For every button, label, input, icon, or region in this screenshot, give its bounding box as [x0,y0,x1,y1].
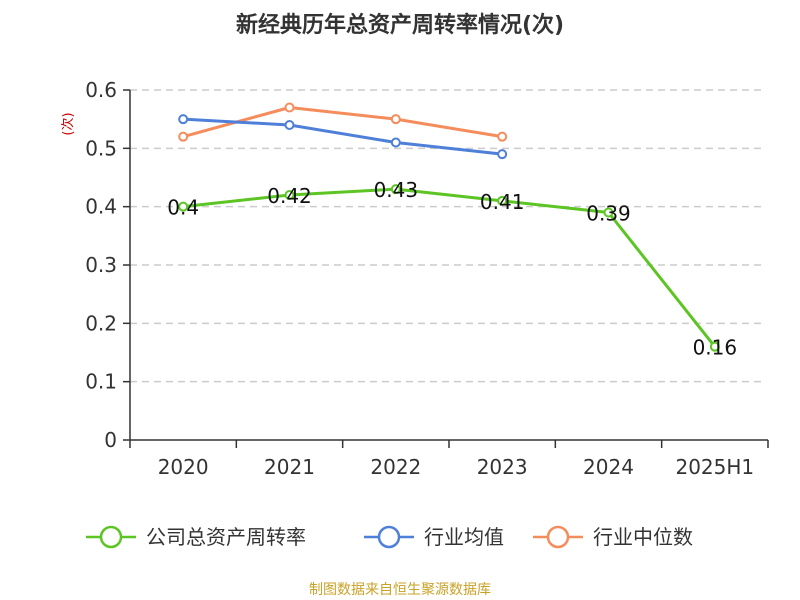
data-label: 0.43 [374,178,419,202]
data-point [497,195,508,206]
legend-item[interactable]: 公司总资产周转率 [86,525,306,549]
y-tick-label: 0.6 [85,78,117,102]
series-line [183,187,717,348]
data-point [284,120,295,130]
legend-marker [377,525,401,549]
data-label: 0.16 [693,336,738,360]
legend-item[interactable]: 行业中位数 [533,525,693,549]
x-tick-label: 2025H1 [675,455,754,479]
data-point [284,190,295,200]
series-lines [178,102,720,352]
data-point [390,114,401,125]
y-tick-label: 0.3 [85,253,117,277]
x-tick-label: 2021 [264,455,315,479]
legend-item[interactable]: 行业均值 [364,525,504,549]
data-point [497,149,508,160]
data-point [709,341,720,352]
series-1 [178,114,508,160]
x-tick-label: 2020 [158,455,209,479]
axes: 0 0.1 0.2 0.3 0.4 0.5 0.6 2020 2021 2022 2023 2024 2… [85,78,769,479]
y-tick-label: 0.5 [85,136,117,160]
chart-title: 新经典历年总资产周转率情况(次) [236,12,564,38]
data-point [390,137,401,148]
y-tick-label: 0 [104,428,117,452]
data-point [178,201,189,212]
x-tick-label: 2022 [370,455,421,479]
data-point [178,131,189,142]
grid-lines [130,89,762,383]
legend-marker [99,525,123,549]
data-point [178,114,189,125]
x-tick-label: 2024 [583,455,634,479]
data-point [284,102,295,113]
series-line [183,117,503,156]
x-tick-label: 2023 [477,455,528,479]
series-0 [178,184,720,352]
legend: 公司总资产周转率 行业均值 行业中位数 [86,525,693,549]
data-point [603,207,614,218]
data-label: 0.41 [480,190,525,214]
legend-label: 行业均值 [424,525,504,549]
legend-label: 公司总资产周转率 [146,525,306,549]
data-point [497,131,508,142]
y-tick-label: 0.2 [85,311,117,335]
data-label: 0.39 [586,202,631,226]
data-labels: 0.4 0.42 0.43 0.41 0.39 0.16 [167,178,737,359]
y-tick-label: 0.4 [85,195,117,219]
source-note: 制图数据来自恒生聚源数据库 [309,582,491,598]
data-label: 0.42 [267,184,312,208]
legend-label: 行业中位数 [593,525,693,549]
y-tick-label: 0.1 [85,370,117,394]
data-label: 0.4 [167,196,199,220]
y-axis-unit-label: (次) [60,112,76,135]
data-point [390,184,401,195]
legend-marker [546,525,570,549]
